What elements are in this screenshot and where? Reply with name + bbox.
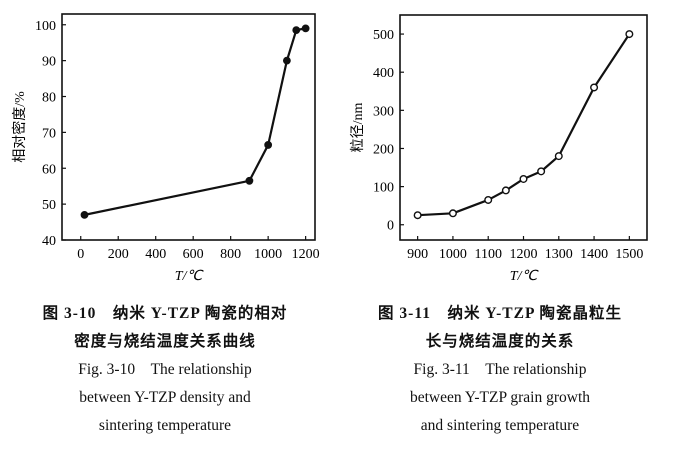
data-point: [245, 176, 254, 185]
y-tick-label: 200: [373, 142, 394, 157]
y-tick-label: 400: [373, 66, 394, 81]
x-axis-label: T/℃: [175, 269, 205, 284]
caption-zh-line2: 长与烧结温度的关系: [425, 333, 575, 350]
plot-frame: [61, 13, 316, 241]
y-tick-label: 100: [373, 181, 394, 196]
data-point: [282, 56, 291, 65]
y-tick-label: 500: [373, 28, 394, 43]
plot-frame: [399, 14, 648, 241]
x-tick-label: 1000: [439, 247, 467, 262]
x-axis-label: T/℃: [510, 269, 540, 284]
x-tick-label: 200: [108, 247, 129, 262]
x-tick-label: 400: [145, 247, 166, 262]
data-point: [80, 210, 89, 219]
caption-fig-3-11: 图 3-11 纳米 Y-TZP 陶瓷晶粒生 长与烧结温度的关系 Fig. 3-1…: [340, 300, 660, 440]
data-point: [537, 167, 546, 176]
caption-en-line2: between Y-TZP grain growth: [409, 389, 591, 406]
y-tick-label: 300: [373, 104, 394, 119]
data-point: [590, 83, 599, 92]
y-tick-label: 100: [35, 19, 56, 34]
x-tick-label: 1000: [254, 247, 282, 262]
data-line: [84, 27, 306, 216]
y-tick-label: 80: [42, 91, 56, 106]
data-point: [484, 195, 493, 204]
y-axis-label: 相对密度/%: [11, 91, 28, 163]
caption-fig-3-10: 图 3-10 纳米 Y-TZP 陶瓷的相对 密度与烧结温度关系曲线 Fig. 3…: [5, 300, 325, 440]
figure-charts: 0 200 400 600 800 1000 1200405060708090100T/℃相…: [11, 13, 648, 284]
caption-zh-line1: 图 3-10 纳米 Y-TZP 陶瓷的相对: [42, 305, 288, 322]
chart-2: 900 1000 1100 1200 1300 1400 1500 0 100 200 300 400…: [350, 14, 648, 284]
x-tick-label: 1200: [292, 247, 320, 262]
data-point: [448, 209, 457, 218]
caption-en-line2: between Y-TZP density and: [79, 389, 251, 406]
y-tick-label: 60: [42, 162, 56, 177]
x-tick-label: 1100: [474, 247, 501, 262]
x-tick-label: 800: [220, 247, 241, 262]
caption-zh-line1: 图 3-11 纳米 Y-TZP 陶瓷晶粒生: [378, 305, 622, 322]
data-point: [501, 186, 510, 195]
x-tick-label: 1500: [615, 247, 643, 262]
x-tick-label: 1400: [580, 247, 608, 262]
x-tick-label: 600: [183, 247, 204, 262]
chart-1: 0 200 400 600 800 1000 1200 40 50 60 70 80 90 100 T/℃ 相…: [11, 13, 320, 284]
caption-en-line1: Fig. 3-11 The relationship: [413, 361, 587, 378]
y-axis-label: 粒径/nm: [350, 103, 366, 153]
data-point: [554, 152, 563, 161]
caption-en-line1: Fig. 3-10 The relationship: [78, 361, 252, 378]
y-tick-label: 70: [42, 126, 56, 141]
y-tick-label: 50: [42, 198, 56, 213]
data-point: [519, 174, 528, 183]
y-tick-label: 0: [387, 219, 394, 234]
data-point: [301, 24, 310, 33]
y-tick-label: 40: [42, 234, 56, 249]
caption-en-line3: sintering temperature: [98, 417, 232, 434]
caption-en-line3: and sintering temperature: [420, 417, 580, 434]
data-point: [292, 26, 301, 35]
y-tick-label: 90: [42, 55, 56, 70]
x-tick-label: 0: [77, 247, 84, 262]
data-point: [264, 141, 273, 149]
data-point: [413, 211, 422, 220]
caption-zh-line2: 密度与烧结温度关系曲线: [74, 333, 256, 350]
x-tick-label: 1300: [545, 247, 573, 262]
data-point: [625, 30, 634, 39]
data-line: [417, 33, 631, 217]
x-tick-label: 1200: [510, 247, 538, 262]
x-tick-label: 900: [407, 247, 428, 262]
